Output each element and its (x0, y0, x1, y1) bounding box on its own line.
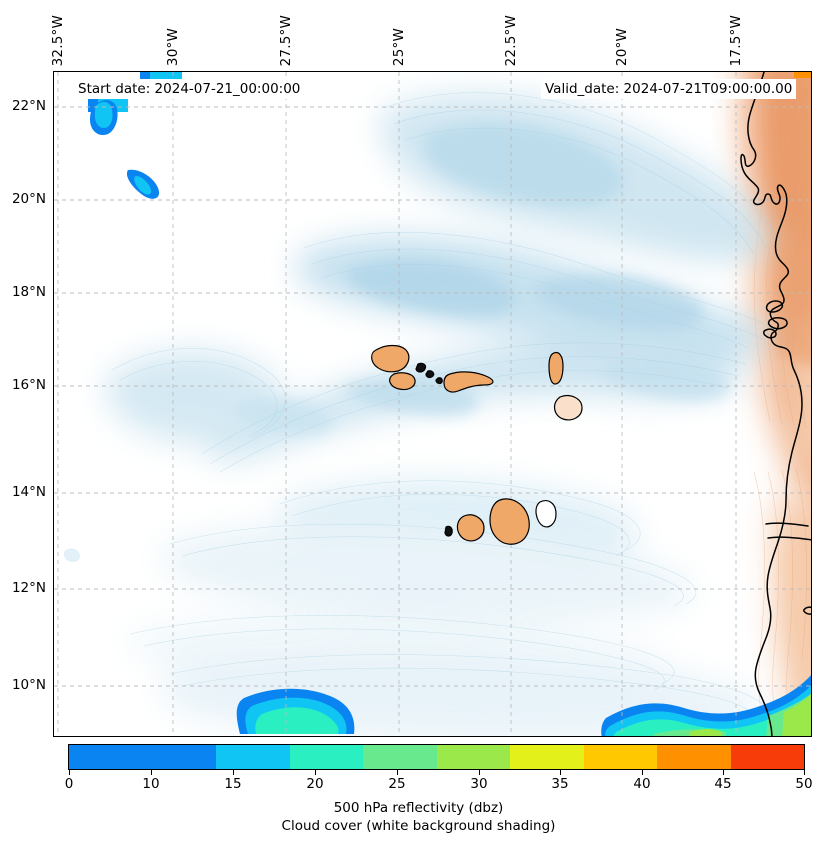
x-tick-label-2: 27.5°W (278, 14, 294, 66)
colorbar-tick-label-6: 35 (551, 776, 569, 792)
colorbar-segment-8 (730, 745, 804, 769)
colorbar-tick-label-2: 15 (224, 776, 242, 792)
colorbar-segment-3 (363, 745, 437, 769)
colorbar-tick-label-0: 0 (64, 776, 74, 792)
x-tick-label-5: 20°W (614, 27, 630, 66)
colorbar-segment-1 (216, 745, 290, 769)
start-date-annotation: Start date: 2024-07-21_00:00:00 (74, 79, 305, 99)
colorbar-tickmark-1 (151, 770, 152, 775)
cape-verde-islands (371, 344, 583, 545)
y-tick-label-1: 20°N (11, 191, 46, 207)
cloud-cores (235, 123, 729, 435)
colorbar-tickmark-3 (315, 770, 316, 775)
colorbar-tick-label-1: 10 (142, 776, 160, 792)
colorbar-tickmark-5 (479, 770, 480, 775)
colorbar-title-line2: Cloud cover (white background shading) (281, 818, 556, 834)
colorbar-tickmark-4 (397, 770, 398, 775)
y-tick-label-3: 16°N (11, 377, 46, 393)
colorbar-segment-5 (510, 745, 584, 769)
colorbar-tickmark-0 (69, 770, 70, 775)
colorbar-tickmark-8 (723, 770, 724, 775)
valid-date-annotation: Valid_date: 2024-07-21T09:00:00.00 (541, 79, 797, 99)
gridlines (54, 72, 811, 736)
y-tick-label-0: 22°N (11, 98, 46, 114)
colorbar-tickmark-7 (642, 770, 643, 775)
colorbar-segment-6 (583, 745, 657, 769)
x-tick-label-0: 32.5°W (50, 14, 66, 66)
colorbar[interactable] (68, 744, 805, 770)
x-tick-label-1: 30°W (165, 27, 181, 66)
x-tick-label-4: 22.5°W (503, 14, 519, 66)
map-svg (54, 72, 811, 736)
colorbar-segment-7 (657, 745, 731, 769)
reflectivity-field (63, 72, 811, 736)
colorbar-tickmark-6 (560, 770, 561, 775)
colorbar-tickmark-2 (233, 770, 234, 775)
colorbar-tick-label-3: 20 (306, 776, 324, 792)
africa-coastline (740, 72, 811, 736)
colorbar-tick-label-7: 40 (633, 776, 651, 792)
colorbar-tick-label-9: 50 (795, 776, 813, 792)
y-tick-label-5: 12°N (11, 580, 46, 596)
colorbar-segment-0 (69, 745, 216, 769)
y-tick-label-4: 14°N (11, 484, 46, 500)
y-tick-label-2: 18°N (11, 284, 46, 300)
colorbar-tick-label-5: 30 (470, 776, 488, 792)
map-plot-area[interactable] (53, 71, 812, 737)
colorbar-title-line1: 500 hPa reflectivity (dbz) (333, 800, 504, 816)
x-tick-label-3: 25°W (391, 27, 407, 66)
colorbar-segment-4 (436, 745, 510, 769)
colorbar-segment-2 (289, 745, 363, 769)
map-canvas (54, 72, 811, 736)
colorbar-tickmark-9 (804, 770, 805, 775)
x-tick-label-6: 17.5°W (728, 14, 744, 66)
y-tick-label-6: 10°N (11, 677, 46, 693)
colorbar-tick-label-8: 45 (714, 776, 732, 792)
colorbar-tick-label-4: 25 (388, 776, 406, 792)
